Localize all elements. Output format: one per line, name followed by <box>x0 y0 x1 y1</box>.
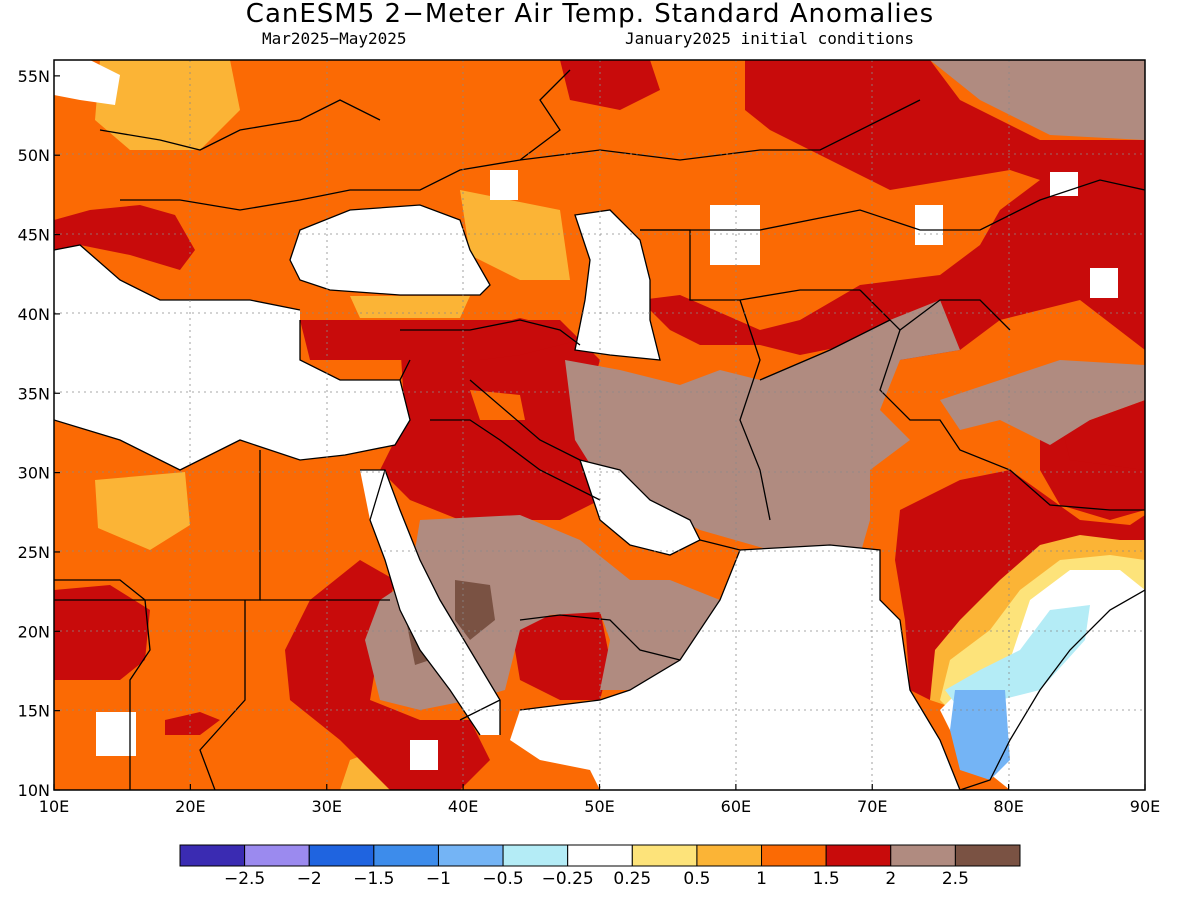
masked-cell-lake-4 <box>490 170 518 200</box>
ocean-north-sea <box>54 60 120 105</box>
anomaly-light-orange-europe <box>95 60 240 150</box>
ocean-caspian-sea <box>575 210 660 360</box>
anomaly-red-turkey-south <box>300 320 580 360</box>
anomaly-light-blue-bengal <box>945 605 1090 710</box>
anomaly-red-chad <box>165 712 220 735</box>
anomaly-red-balkans <box>54 205 195 270</box>
map-plot-area <box>54 60 1145 790</box>
colorbar-swatch <box>179 844 246 867</box>
lat-tick-label: 35N <box>18 384 50 403</box>
anomaly-brown-himalaya <box>940 360 1145 445</box>
colorbar-label: 0.5 <box>683 869 710 889</box>
chart-title: CanESM5 2−Meter Air Temp. Standard Anoma… <box>245 0 935 29</box>
colorbar-swatch <box>437 844 504 867</box>
colorbar-swatch <box>502 844 569 867</box>
colorbar: −2.5 −2 −1.5 −1 −0.5 −0.25 0.25 0.5 1 1.5 2 2.5 <box>179 844 1021 889</box>
anomaly-brown-iran-pakistan <box>565 300 960 555</box>
ocean-arabian-sea <box>510 545 960 790</box>
colorbar-label: −2 <box>297 869 322 889</box>
masked-cell-ethiopia <box>410 740 438 770</box>
colorbar-label: 1 <box>756 869 767 889</box>
lat-tick-label: 55N <box>18 67 50 86</box>
colorbar-label: −0.25 <box>542 869 594 889</box>
colorbar-label: −2.5 <box>224 869 265 889</box>
longitude-axis: 10E 20E 30E 40E 50E 60E 70E 80E 90E <box>39 784 1160 816</box>
lat-tick-label: 25N <box>18 543 50 562</box>
lat-tick-label: 30N <box>18 464 50 483</box>
colorbar-label: −1 <box>426 869 451 889</box>
colorbar-label: 2 <box>885 869 896 889</box>
lon-tick-label: 90E <box>1130 797 1160 816</box>
lat-tick-label: 10N <box>18 781 50 800</box>
anomaly-blue-bengal <box>950 690 1010 780</box>
colorbar-swatch <box>308 844 375 867</box>
colorbar-swatch <box>631 844 698 867</box>
anomaly-red-russia-north <box>560 60 660 110</box>
colorbar-label: 1.5 <box>813 869 840 889</box>
colorbar-swatch <box>567 844 633 867</box>
anomaly-red-niger <box>54 585 150 680</box>
masked-cell-lake-chad <box>96 712 136 756</box>
lon-tick-label: 70E <box>857 797 887 816</box>
anomaly-brown-siberia <box>930 60 1145 140</box>
lat-tick-label: 20N <box>18 622 50 641</box>
colorbar-label: −1.5 <box>353 869 394 889</box>
colorbar-swatch <box>244 844 310 867</box>
colorbar-swatch <box>761 844 827 867</box>
ocean-black-sea <box>290 205 490 295</box>
lat-tick-label: 15N <box>18 702 50 721</box>
anomaly-orange-egypt <box>260 455 380 590</box>
lon-tick-label: 20E <box>175 797 205 816</box>
forecast-period: Mar2025−May2025 <box>262 29 407 48</box>
anomaly-red-central-asia <box>640 60 1145 520</box>
lon-tick-label: 40E <box>448 797 478 816</box>
lat-tick-label: 40N <box>18 305 50 324</box>
colorbar-swatch <box>954 844 1021 867</box>
lon-tick-label: 30E <box>312 797 342 816</box>
anomaly-dark-brown-arabia <box>455 580 495 640</box>
anomaly-light-orange-turkey <box>350 296 470 318</box>
masked-cell-lake-2 <box>1090 268 1118 298</box>
latitude-axis: 55N 50N 45N 40N 35N 30N 25N 20N 15N 10N <box>18 67 60 800</box>
anomaly-light-orange-libya <box>95 472 190 550</box>
country-boundaries <box>54 69 1145 790</box>
lat-tick-label: 50N <box>18 146 50 165</box>
anomaly-red-tibet <box>1060 420 1145 470</box>
masked-cell-balkhash <box>915 205 943 245</box>
anomaly-light-orange-russia <box>460 190 570 280</box>
ocean-mediterranean <box>54 245 410 470</box>
colorbar-label: 2.5 <box>942 869 969 889</box>
masked-cell-aral-sea <box>710 205 760 265</box>
colorbar-label: −0.5 <box>482 869 523 889</box>
ocean-red-sea <box>360 470 500 735</box>
lon-tick-label: 60E <box>721 797 751 816</box>
ocean-persian-gulf <box>580 460 700 555</box>
lon-tick-label: 50E <box>584 797 614 816</box>
map-gridlines <box>54 60 1145 790</box>
colorbar-swatch <box>890 844 956 867</box>
lat-tick-label: 45N <box>18 226 50 245</box>
anomaly-red-sudan <box>285 560 490 790</box>
lon-tick-label: 10E <box>39 797 69 816</box>
anomaly-red-yemen <box>510 610 610 700</box>
initial-conditions: January2025 initial conditions <box>625 29 914 48</box>
anomaly-red-middle-east <box>380 318 600 520</box>
colorbar-swatch <box>373 844 439 867</box>
lon-tick-label: 80E <box>993 797 1023 816</box>
colorbar-swatch <box>696 844 763 867</box>
colorbar-label: 0.25 <box>613 869 651 889</box>
colorbar-swatch <box>825 844 892 867</box>
